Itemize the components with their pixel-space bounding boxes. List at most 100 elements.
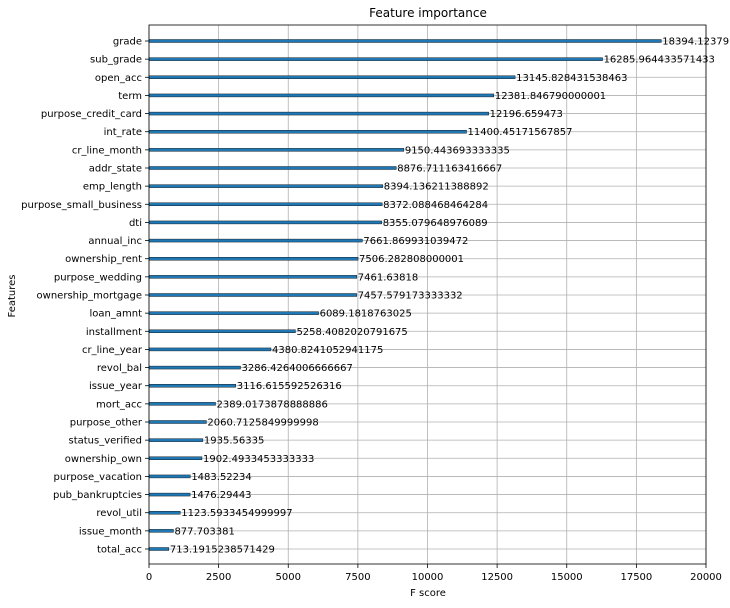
data-label: 7461.63818: [358, 272, 418, 283]
data-label: 16285.964433571433: [604, 55, 715, 66]
bar: [148, 220, 382, 225]
data-label: 1476.29443: [191, 490, 251, 501]
data-label: 877.703381: [174, 526, 234, 537]
bar: [148, 39, 662, 43]
data-label: 2389.0173878888886: [217, 399, 328, 410]
y-tick-label: purpose_vacation: [54, 472, 142, 483]
data-label: 7506.282808000001: [359, 254, 464, 265]
bar: [148, 238, 363, 243]
bar: [148, 93, 495, 98]
y-tick-label: addr_state: [89, 164, 142, 175]
data-label: 3116.615592526316: [237, 381, 342, 392]
data-label: 713.1915238571429: [170, 545, 275, 556]
y-tick-label: status_verified: [69, 436, 143, 447]
y-tick-label: term: [118, 91, 142, 102]
y-tick-label: total_acc: [97, 545, 142, 556]
plot-frame: [148, 24, 707, 565]
bar: [148, 311, 319, 315]
bar: [148, 275, 358, 279]
data-label: 1902.4933453333333: [203, 454, 314, 465]
bar: [148, 438, 204, 442]
bar: [148, 166, 397, 170]
bar: [148, 130, 467, 134]
x-tick-label: 7500: [345, 572, 370, 583]
bar: [148, 420, 207, 424]
bar: [148, 547, 170, 551]
data-label: 13145.828431538463: [516, 73, 627, 84]
y-tick-label: ownership_rent: [65, 254, 142, 265]
data-label: 4380.8241052941175: [272, 345, 383, 356]
bar: [148, 148, 405, 152]
data-label: 9150.443693333335: [405, 145, 510, 156]
x-tick-label: 17500: [620, 572, 652, 583]
x-tick-label: 12500: [481, 572, 513, 583]
data-label: 8372.088468464284: [383, 200, 488, 211]
data-label: 1483.52234: [191, 472, 251, 483]
x-axis-label: F score: [410, 588, 446, 599]
data-label: 12381.846790000001: [495, 91, 606, 102]
bar: [148, 384, 236, 388]
bar: [148, 184, 383, 188]
data-label: 1935.56335: [204, 436, 264, 447]
y-tick-label: purpose_small_business: [21, 200, 142, 211]
bar: [148, 111, 489, 116]
data-label: 12196.659473: [490, 109, 563, 120]
data-label: 8355.079648976089: [383, 218, 488, 229]
y-tick-label: issue_year: [89, 381, 143, 392]
y-tick-label: cr_line_year: [82, 345, 143, 356]
bar: [148, 329, 296, 333]
y-tick-label: revol_util: [96, 508, 142, 519]
y-tick-label: grade: [113, 37, 142, 48]
y-tick-label: installment: [86, 327, 142, 338]
y-tick-label: purpose_credit_card: [41, 109, 142, 120]
bar: [148, 511, 181, 515]
data-label: 8394.136211388892: [384, 182, 489, 193]
data-label: 6089.1818763025: [320, 309, 412, 320]
y-tick-label: pub_bankruptcies: [53, 490, 142, 501]
y-tick-label: loan_amnt: [90, 309, 143, 320]
data-label: 5258.4082020791675: [296, 327, 407, 338]
x-tick-label: 20000: [690, 572, 722, 583]
data-label: 18394.12379: [662, 37, 729, 48]
y-tick-label: sub_grade: [90, 55, 142, 66]
data-label: 11400.45171567857: [468, 127, 573, 138]
y-tick-label: mort_acc: [96, 399, 142, 410]
bar: [148, 202, 383, 206]
y-tick-label: open_acc: [95, 73, 142, 84]
data-label: 3286.4264006666667: [242, 363, 353, 374]
label-layer: 18394.12379 16285.964433571433 13145.82843…: [170, 37, 729, 556]
y-tick-label: dti: [129, 218, 142, 229]
data-label: 1123.5933454999997: [181, 508, 292, 519]
y-tick-label: revol_bal: [97, 363, 142, 374]
data-label: 8876.711163416667: [397, 164, 502, 175]
x-tick-label: 0: [146, 572, 152, 583]
bar-layer: [148, 39, 662, 551]
bar: [148, 402, 216, 406]
y-axis-label: Features: [7, 275, 18, 318]
bar: [148, 293, 357, 297]
bar: [148, 347, 272, 352]
data-label: 7457.579173333332: [358, 291, 463, 302]
y-tick-label: purpose_other: [70, 418, 143, 429]
y-tick-label: ownership_own: [65, 454, 142, 465]
bar: [148, 474, 191, 479]
y-tick-label: purpose_wedding: [54, 272, 142, 283]
x-tick-label: 2500: [206, 572, 231, 583]
data-label: 2060.7125849999998: [207, 418, 318, 429]
data-label: 7661.869931039472: [363, 236, 468, 247]
bar: [148, 365, 241, 370]
bar: [148, 492, 191, 497]
bar: [148, 456, 203, 460]
bar: [148, 75, 516, 79]
y-tick-label: issue_month: [79, 526, 142, 537]
y-tick-label: int_rate: [104, 127, 142, 138]
y-tick-label: annual_inc: [88, 236, 142, 247]
axis-layer: 0 2500 5000 7500 10000 12500 15000 17500 20000 gr…: [21, 24, 722, 583]
bar: [148, 57, 603, 61]
y-tick-label: cr_line_month: [72, 145, 142, 156]
chart-title: Feature importance: [369, 6, 487, 20]
x-tick-label: 15000: [551, 572, 583, 583]
